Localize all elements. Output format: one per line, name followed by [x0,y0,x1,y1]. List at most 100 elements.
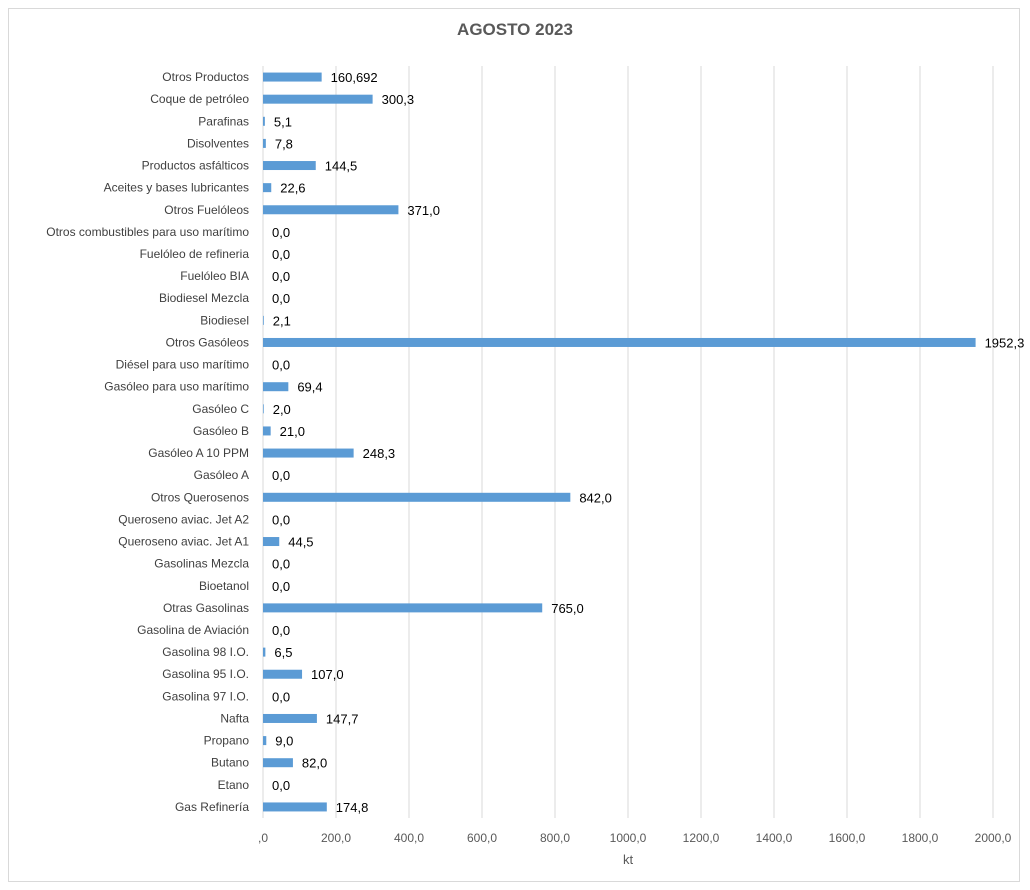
gridlines [263,66,993,818]
category-label: Gasóleo para uso marítimo [104,380,249,394]
bar [263,139,266,148]
bar [263,73,322,82]
category-label: Parafinas [198,114,249,128]
bar [263,758,293,767]
data-label: 44,5 [288,535,313,550]
data-label: 82,0 [302,756,327,771]
data-label: 174,8 [336,800,369,815]
category-label: Otras Gasolinas [163,601,249,615]
data-label: 147,7 [326,711,359,726]
data-label: 0,0 [272,468,290,483]
category-labels: Otros Productos Coque de petróleo Parafina… [46,70,249,814]
category-label: Gasolina 97 I.O. [162,689,249,703]
category-label: Diésel para uso marítimo [116,358,250,372]
data-label: 2,1 [273,313,291,328]
category-label: Biodiesel [200,313,249,327]
category-label: Fuelóleo de refineria [140,247,250,261]
data-label: 0,0 [272,269,290,284]
category-label: Otros Productos [162,70,249,84]
category-label: Disolventes [187,136,249,150]
bar [263,95,373,104]
data-label: 2,0 [273,402,291,417]
category-label: Biodiesel Mezcla [159,291,249,305]
data-label: 0,0 [272,512,290,527]
category-label: Otros Gasóleos [166,335,249,349]
data-label: 0,0 [272,623,290,638]
data-label: 0,0 [272,579,290,594]
x-axis-title: kt [623,852,634,867]
data-label: 5,1 [274,114,292,129]
x-tick-label: 400,0 [394,831,424,845]
bar [263,161,316,170]
category-label: Gasóleo A 10 PPM [148,446,249,460]
data-label: 107,0 [311,667,344,682]
data-label: 0,0 [272,358,290,373]
data-label: 7,8 [275,136,293,151]
data-label: 9,0 [275,734,293,749]
category-label: Queroseno aviac. Jet A2 [118,512,249,526]
category-label: Gasóleo B [193,424,249,438]
x-tick-label: 1400,0 [756,831,793,845]
bar [263,382,288,391]
category-label: Propano [204,734,250,748]
data-label: 6,5 [274,645,292,660]
bar [263,316,264,325]
bar [263,338,976,347]
bar [263,493,570,502]
bar [263,183,271,192]
value-labels: 160,692300,35,17,8144,522,6371,00,00,00,… [272,70,1024,815]
data-label: 69,4 [297,380,322,395]
category-label: Gasolina 98 I.O. [162,645,249,659]
data-label: 371,0 [407,203,440,218]
bar [263,449,354,458]
x-tick-labels: ,0 200,0 400,0 600,0 800,0 1000,0 1200,0 1400,0… [258,831,1012,845]
x-tick-label: 2000,0 [975,831,1012,845]
category-label: Butano [211,756,249,770]
data-label: 0,0 [272,557,290,572]
category-label: Gasolinas Mezcla [154,557,249,571]
bar [263,648,265,657]
category-label: Etano [218,778,250,792]
x-tick-label: 1800,0 [902,831,939,845]
bar [263,205,398,214]
data-label: 0,0 [272,291,290,306]
category-label: Productos asfálticos [142,159,249,173]
bar [263,537,279,546]
data-label: 0,0 [272,247,290,262]
category-label: Otros Fuelóleos [164,203,249,217]
category-label: Gasolina 95 I.O. [162,667,249,681]
data-label: 0,0 [272,689,290,704]
category-label: Nafta [220,711,249,725]
bar [263,426,271,435]
category-label: Bioetanol [199,579,249,593]
data-label: 842,0 [579,490,612,505]
data-label: 248,3 [363,446,396,461]
category-label: Coque de petróleo [150,92,249,106]
category-label: Fuelóleo BIA [180,269,249,283]
x-tick-label: 1000,0 [610,831,647,845]
bar [263,714,317,723]
category-label: Gas Refinería [175,800,249,814]
data-label: 765,0 [551,601,584,616]
bar [263,802,327,811]
category-label: Otros combustibles para uso marítimo [46,225,249,239]
bar [263,670,302,679]
category-label: Queroseno aviac. Jet A1 [118,535,249,549]
bar [263,117,265,126]
data-label: 0,0 [272,225,290,240]
bar [263,736,266,745]
x-tick-label: 1600,0 [829,831,866,845]
x-tick-label: ,0 [258,831,268,845]
bar [263,404,264,413]
x-tick-label: 600,0 [467,831,497,845]
data-label: 22,6 [280,181,305,196]
category-label: Gasóleo C [192,402,249,416]
category-label: Aceites y bases lubricantes [104,181,249,195]
data-label: 0,0 [272,778,290,793]
x-tick-label: 1200,0 [683,831,720,845]
data-label: 1952,3 [985,335,1025,350]
x-tick-label: 800,0 [540,831,570,845]
bars [263,73,976,812]
category-label: Otros Querosenos [151,490,249,504]
